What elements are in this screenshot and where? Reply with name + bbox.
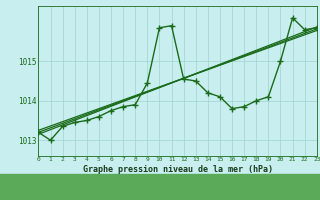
X-axis label: Graphe pression niveau de la mer (hPa): Graphe pression niveau de la mer (hPa)	[83, 165, 273, 174]
